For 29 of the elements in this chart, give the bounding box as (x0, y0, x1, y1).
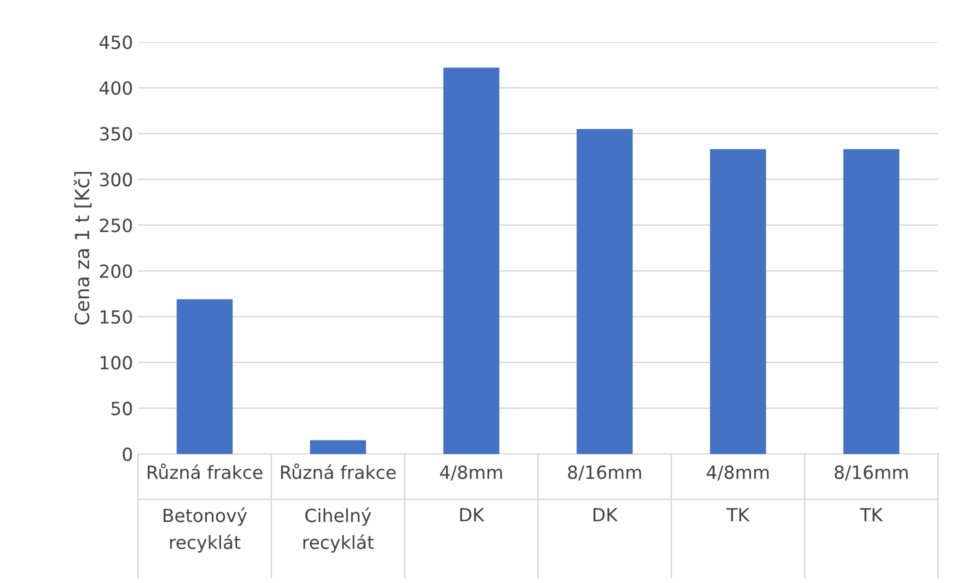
bar (843, 149, 900, 454)
y-tick-label: 400 (100, 81, 132, 95)
text: Betonový recyklát (164, 508, 247, 553)
x-tick-label: 4/8mm (440, 465, 502, 481)
y-tick-label: 0 (122, 447, 132, 462)
y-tick-label: 350 (100, 127, 132, 141)
text: Cihelný recyklát (303, 508, 374, 553)
x-tick-label: 8/16mm (834, 465, 908, 481)
y-tick-label: 50 (112, 402, 132, 416)
y-tick-label: 100 (100, 356, 132, 370)
y-tick-label: 250 (100, 218, 132, 232)
x-tick-label: Různá frakce (148, 464, 262, 480)
bar (176, 299, 233, 454)
bar (310, 440, 366, 454)
text: DK (594, 508, 618, 522)
x-tick-label: Různá frakce (281, 464, 396, 480)
bar (576, 128, 633, 454)
text: TK (726, 508, 750, 522)
bar (443, 68, 500, 454)
y-tick-label: 150 (100, 310, 132, 324)
x-tick-label: 8/16mm (568, 465, 641, 481)
text: DK (460, 508, 485, 522)
y-axis-title: Cena za 1 t [Kč] (74, 172, 92, 325)
text: TK (860, 508, 884, 522)
y-tick-label: 450 (100, 35, 132, 50)
bar (710, 149, 766, 454)
x-tick-label: 4/8mm (706, 465, 769, 481)
y-tick-label: 300 (100, 172, 132, 186)
y-tick-label: 200 (100, 264, 132, 278)
